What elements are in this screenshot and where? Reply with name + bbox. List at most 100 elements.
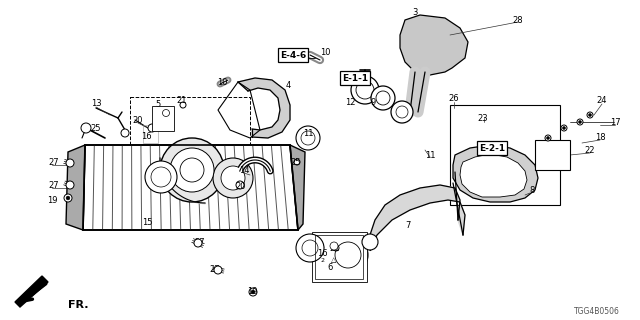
Circle shape xyxy=(589,114,591,116)
Polygon shape xyxy=(66,145,85,230)
Circle shape xyxy=(296,234,324,262)
Circle shape xyxy=(351,76,379,104)
Text: 16: 16 xyxy=(317,249,327,258)
Text: 27: 27 xyxy=(49,180,60,189)
Text: 2: 2 xyxy=(320,258,324,262)
Text: 8: 8 xyxy=(529,186,534,195)
Circle shape xyxy=(330,242,338,250)
Circle shape xyxy=(148,124,156,132)
Text: TGG4B0506: TGG4B0506 xyxy=(574,308,620,316)
Circle shape xyxy=(371,86,395,110)
Circle shape xyxy=(249,288,257,296)
Text: 18: 18 xyxy=(595,132,605,141)
Text: E-2-1: E-2-1 xyxy=(479,143,505,153)
Text: 10: 10 xyxy=(320,47,330,57)
Text: 6: 6 xyxy=(327,262,333,271)
Circle shape xyxy=(328,235,368,275)
Text: 13: 13 xyxy=(91,99,101,108)
Circle shape xyxy=(221,166,245,190)
Circle shape xyxy=(376,91,390,105)
Circle shape xyxy=(213,158,253,198)
Bar xyxy=(152,106,174,131)
Circle shape xyxy=(561,125,567,131)
Circle shape xyxy=(294,159,300,165)
Circle shape xyxy=(64,194,72,202)
Text: 1: 1 xyxy=(156,110,160,116)
Text: 10: 10 xyxy=(217,77,227,86)
Circle shape xyxy=(396,106,408,118)
Text: 5: 5 xyxy=(156,100,161,108)
Circle shape xyxy=(180,158,204,182)
Polygon shape xyxy=(15,276,48,307)
Text: 27: 27 xyxy=(210,266,220,275)
Text: 27: 27 xyxy=(195,237,205,246)
Circle shape xyxy=(335,242,361,268)
Text: 12: 12 xyxy=(345,98,355,107)
Polygon shape xyxy=(290,145,305,230)
Text: 14: 14 xyxy=(239,165,249,174)
Bar xyxy=(143,125,158,143)
Text: FR.: FR. xyxy=(68,300,88,310)
Polygon shape xyxy=(400,15,468,75)
Circle shape xyxy=(252,290,255,294)
Circle shape xyxy=(194,239,202,247)
Circle shape xyxy=(547,137,549,139)
Bar xyxy=(450,105,560,205)
Circle shape xyxy=(163,109,170,116)
Text: 21: 21 xyxy=(177,95,188,105)
Circle shape xyxy=(577,119,583,125)
Text: 19: 19 xyxy=(247,287,257,297)
Circle shape xyxy=(362,234,378,250)
Text: 2: 2 xyxy=(156,122,160,126)
Text: 20: 20 xyxy=(236,181,246,190)
Text: 15: 15 xyxy=(141,218,152,227)
Text: 4: 4 xyxy=(285,81,291,90)
Bar xyxy=(315,235,363,279)
Circle shape xyxy=(151,167,171,187)
Text: 27: 27 xyxy=(49,157,60,166)
Circle shape xyxy=(333,245,339,251)
Text: E-1-1: E-1-1 xyxy=(342,74,368,83)
Text: 1: 1 xyxy=(320,244,324,249)
Text: 3: 3 xyxy=(412,7,418,17)
Circle shape xyxy=(214,266,222,274)
Circle shape xyxy=(121,129,129,137)
Circle shape xyxy=(302,240,318,256)
Bar xyxy=(130,97,250,207)
Circle shape xyxy=(545,135,551,141)
Text: 22: 22 xyxy=(585,146,595,155)
Circle shape xyxy=(66,196,70,200)
Text: 20: 20 xyxy=(132,116,143,124)
Text: 11: 11 xyxy=(303,129,313,138)
Circle shape xyxy=(236,181,244,189)
Bar xyxy=(312,232,367,282)
Text: 24: 24 xyxy=(596,95,607,105)
Text: E-4-6: E-4-6 xyxy=(280,51,306,60)
Text: △: △ xyxy=(163,121,169,127)
Circle shape xyxy=(66,181,74,189)
Circle shape xyxy=(301,131,315,145)
Circle shape xyxy=(66,159,74,167)
Text: 11: 11 xyxy=(425,150,435,159)
Text: 17: 17 xyxy=(610,117,620,126)
Text: 19: 19 xyxy=(47,196,57,204)
Circle shape xyxy=(160,138,224,202)
Text: △: △ xyxy=(332,257,337,263)
Circle shape xyxy=(145,161,177,193)
Text: 9: 9 xyxy=(371,98,376,107)
Circle shape xyxy=(356,81,374,99)
Circle shape xyxy=(296,126,320,150)
Text: 23: 23 xyxy=(477,114,488,123)
Text: 25: 25 xyxy=(291,157,301,166)
Circle shape xyxy=(587,112,593,118)
Circle shape xyxy=(180,102,186,108)
Polygon shape xyxy=(83,145,298,230)
Polygon shape xyxy=(370,185,465,250)
Text: 7: 7 xyxy=(405,220,411,229)
Circle shape xyxy=(170,148,214,192)
Circle shape xyxy=(81,123,91,133)
Polygon shape xyxy=(460,154,527,197)
Text: 25: 25 xyxy=(91,124,101,132)
Polygon shape xyxy=(453,145,538,202)
Circle shape xyxy=(563,127,565,129)
